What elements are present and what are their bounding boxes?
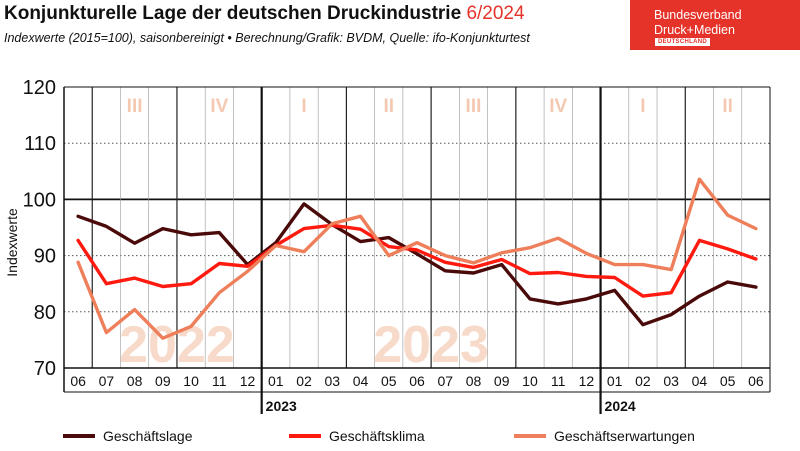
legend-label-geschaeftslage: Geschäftslage bbox=[103, 428, 193, 444]
legend-item-geschaeftsklima: Geschäftsklima bbox=[289, 428, 425, 444]
quarter-label-2: I bbox=[301, 96, 306, 117]
x-tick-label-12: 06 bbox=[409, 373, 425, 389]
y-tick-label-90: 90 bbox=[34, 246, 56, 268]
legend-swatch-geschaeftserwartungen bbox=[514, 434, 546, 439]
logo-line-1: Bundesverband bbox=[654, 8, 742, 22]
x-tick-label-5: 11 bbox=[212, 373, 227, 389]
x-tick-label-17: 11 bbox=[551, 373, 566, 389]
legend-label-geschaeftsklima: Geschäftsklima bbox=[329, 428, 425, 444]
background-year-labels: 2022 2023 bbox=[119, 316, 489, 374]
legend-item-geschaeftserwartungen: Geschäftserwartungen bbox=[514, 428, 695, 444]
bvdm-logo: Bundesverband Druck+Medien DEUTSCHLAND bbox=[630, 0, 800, 50]
quarter-label-7: II bbox=[722, 96, 733, 117]
quarter-label-0: III bbox=[127, 96, 143, 117]
chart-axes: 06 07 08 09 10 11 12 01 02 03 04 05 06 07 08 09 10 11 12 01… bbox=[4, 77, 771, 414]
year-label-2023: 2023 bbox=[266, 398, 297, 414]
series-line-3 bbox=[76, 177, 758, 340]
logo-line-3: DEUTSCHLAND bbox=[655, 38, 710, 46]
x-tick-label-18: 12 bbox=[579, 373, 595, 389]
x-tick-label-23: 05 bbox=[720, 373, 736, 389]
quarter-labels: III IV I II III IV I II bbox=[127, 96, 733, 117]
quarter-label-5: IV bbox=[549, 96, 567, 117]
x-tick-label-14: 08 bbox=[466, 373, 482, 389]
quarter-label-6: I bbox=[640, 96, 645, 117]
x-tick-label-19: 01 bbox=[607, 373, 623, 389]
y-tick-label-110: 110 bbox=[24, 133, 56, 155]
x-tick-label-16: 10 bbox=[522, 373, 538, 389]
x-tick-label-15: 09 bbox=[494, 373, 510, 389]
x-tick-label-6: 12 bbox=[240, 373, 256, 389]
x-tick-label-8: 02 bbox=[296, 373, 312, 389]
y-tick-label-70: 70 bbox=[34, 358, 56, 380]
chart-title: Konjunkturelle Lage der deutschen Drucki… bbox=[4, 3, 525, 25]
legend-label-geschaeftserwartungen: Geschäftserwartungen bbox=[554, 428, 695, 444]
chart-title-main: Konjunkturelle Lage der deutschen Drucki… bbox=[4, 3, 462, 24]
y-tick-label-120: 120 bbox=[23, 77, 56, 99]
legend-item-geschaeftslage: Geschäftslage bbox=[63, 428, 193, 444]
x-tick-label-9: 03 bbox=[324, 373, 340, 389]
y-tick-label-80: 80 bbox=[34, 302, 56, 324]
logo-line-2: Druck+Medien bbox=[654, 23, 735, 37]
quarter-label-4: III bbox=[466, 96, 482, 117]
year-label-2024: 2024 bbox=[605, 398, 636, 414]
legend-swatch-geschaeftslage bbox=[63, 434, 95, 439]
x-tick-label-20: 02 bbox=[635, 373, 651, 389]
chart-subtitle: Indexwerte (2015=100), saisonbereinigt •… bbox=[4, 31, 530, 45]
chart-grid bbox=[64, 86, 770, 368]
series-line-2 bbox=[76, 223, 758, 298]
quarter-label-3: II bbox=[383, 96, 394, 117]
x-tick-label-7: 01 bbox=[268, 373, 284, 389]
x-tick-label-21: 03 bbox=[663, 373, 679, 389]
x-tick-label-3: 09 bbox=[155, 373, 171, 389]
x-tick-label-22: 04 bbox=[692, 373, 708, 389]
x-tick-label-4: 10 bbox=[183, 373, 199, 389]
x-tick-label-10: 04 bbox=[353, 373, 369, 389]
chart-title-date: 6/2024 bbox=[466, 3, 525, 24]
quarter-label-1: IV bbox=[210, 96, 228, 117]
x-tick-label-11: 05 bbox=[381, 373, 397, 389]
y-tick-label-100: 100 bbox=[23, 189, 56, 211]
x-tick-label-24: 06 bbox=[748, 373, 764, 389]
legend-swatch-geschaeftsklima bbox=[289, 434, 321, 439]
x-tick-label-1: 07 bbox=[99, 373, 115, 389]
series-line-1 bbox=[76, 202, 758, 327]
x-tick-label-0: 06 bbox=[70, 373, 86, 389]
chart-series bbox=[76, 177, 758, 340]
y-axis-title: Indexwerte bbox=[4, 208, 20, 277]
x-tick-label-13: 07 bbox=[437, 373, 453, 389]
x-tick-label-2: 08 bbox=[127, 373, 143, 389]
